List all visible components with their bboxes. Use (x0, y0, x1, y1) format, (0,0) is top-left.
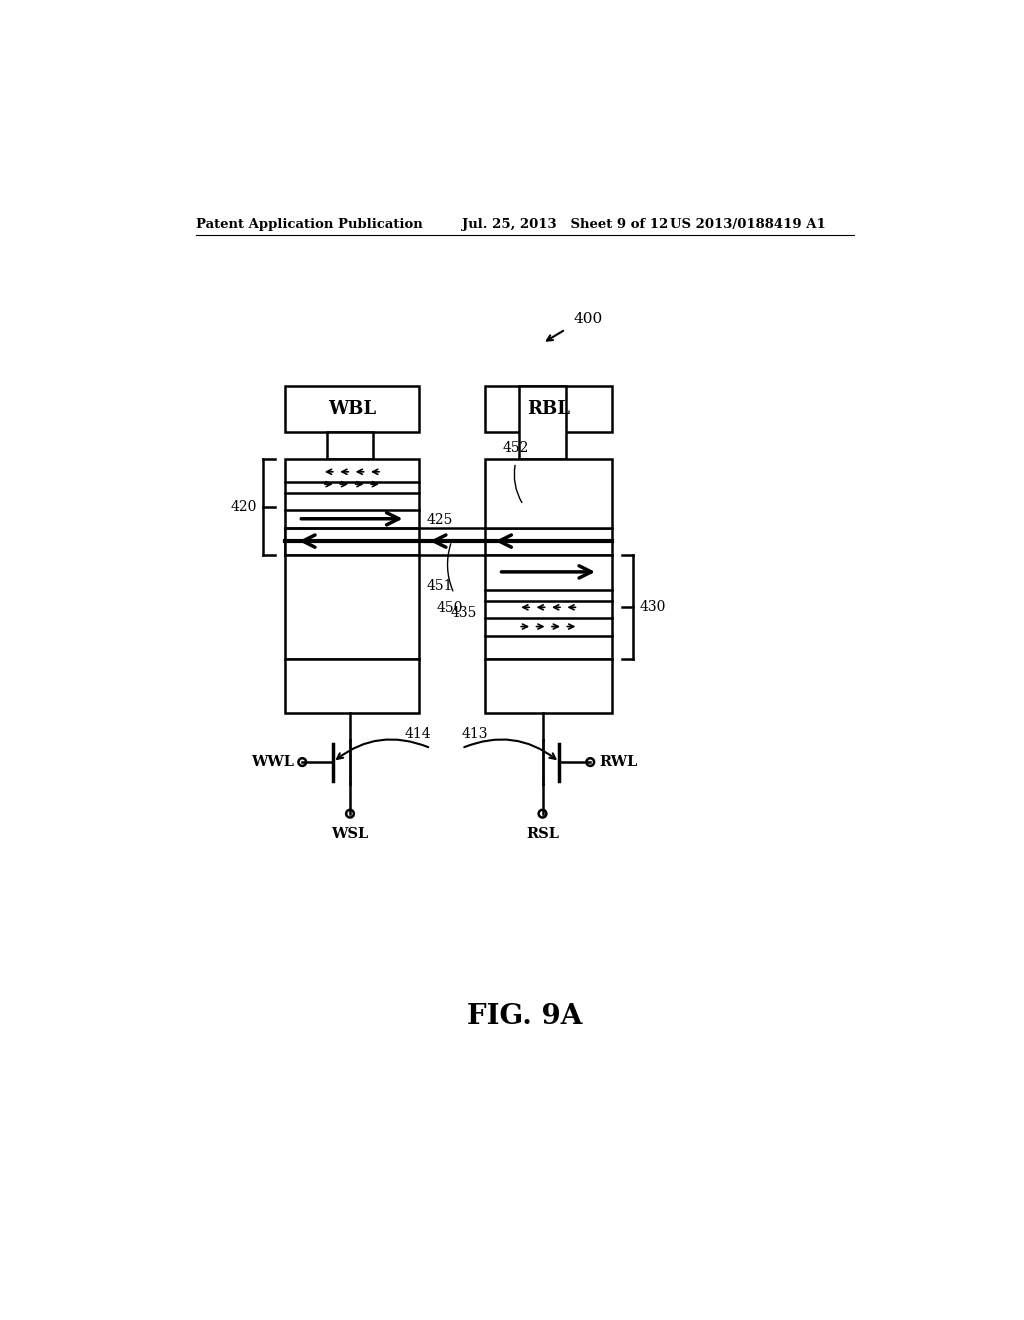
Text: US 2013/0188419 A1: US 2013/0188419 A1 (670, 218, 825, 231)
Text: FIG. 9A: FIG. 9A (467, 1003, 583, 1031)
Text: 450: 450 (437, 601, 463, 615)
Text: 452: 452 (503, 441, 528, 455)
Bar (484, 385, 611, 432)
Bar (484, 554, 611, 659)
Text: 430: 430 (640, 599, 666, 614)
Text: WSL: WSL (332, 826, 369, 841)
Text: 425: 425 (427, 512, 454, 527)
Text: 451: 451 (427, 578, 454, 593)
Text: RSL: RSL (526, 826, 559, 841)
Bar (327, 432, 373, 459)
Bar (484, 459, 611, 528)
Text: RWL: RWL (599, 755, 638, 770)
Bar (484, 659, 611, 713)
Text: RBL: RBL (526, 400, 569, 417)
Text: Jul. 25, 2013   Sheet 9 of 12: Jul. 25, 2013 Sheet 9 of 12 (462, 218, 668, 231)
Text: 400: 400 (573, 313, 602, 326)
Text: 420: 420 (230, 500, 257, 513)
Bar (285, 385, 419, 432)
Text: WBL: WBL (328, 400, 376, 417)
Bar (285, 528, 611, 554)
Text: 413: 413 (462, 726, 488, 741)
Bar (285, 554, 419, 659)
Text: 435: 435 (451, 606, 477, 619)
Bar (519, 385, 565, 459)
Text: Patent Application Publication: Patent Application Publication (196, 218, 423, 231)
Bar (285, 659, 419, 713)
Text: 414: 414 (404, 726, 431, 741)
Bar (285, 459, 419, 554)
Text: WWL: WWL (252, 755, 295, 770)
